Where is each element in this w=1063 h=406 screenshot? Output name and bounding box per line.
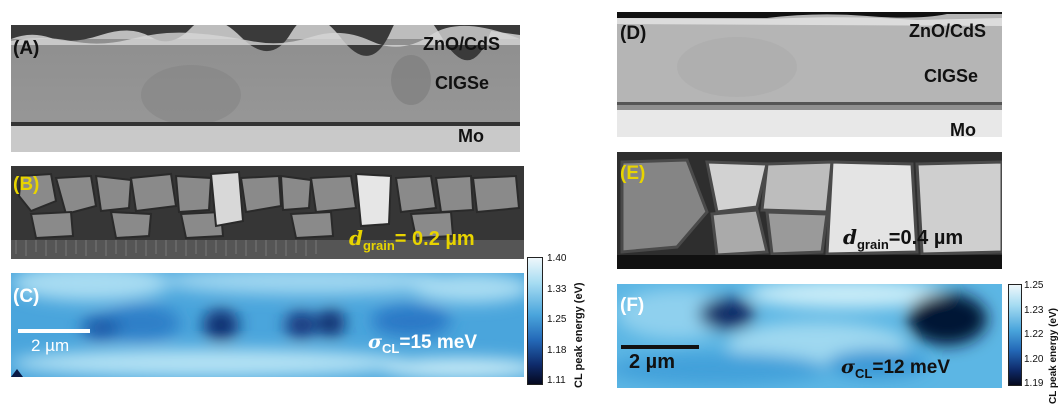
scale-bar-f-label: 2 µm: [629, 351, 675, 373]
layer-label-zno-cds: ZnO/CdS: [423, 34, 500, 54]
colorbar-left-title: CL peak energy (eV): [573, 282, 585, 388]
colorbar-right-title: CL peak energy (eV): [1048, 308, 1059, 404]
panel-b-label: (B): [13, 174, 40, 195]
panel-a-sem-cross-section: (A) ZnO/CdS CIGSe Mo: [11, 25, 520, 152]
layer-label-cigse: CIGSe: [924, 66, 979, 86]
panel-d-image: [617, 12, 1002, 137]
sigma-value: =15 meV: [399, 332, 478, 353]
panel-e-image: [617, 152, 1002, 269]
colorbar-right-tick-1: 1.25: [1024, 280, 1044, 291]
panel-b-image: [11, 166, 524, 259]
panel-c-label: (C): [13, 286, 40, 307]
colorbar-left-tick-1: 1.40: [547, 253, 567, 264]
layer-label-mo: Mo: [458, 126, 484, 146]
panel-b-grain-image: (B) dgrain= 0.2 µm: [11, 166, 524, 259]
sigma-value: =12 meV: [872, 357, 951, 378]
sigma-subscript: CL: [855, 365, 873, 381]
scale-bar-c: [18, 329, 90, 333]
panel-d-label: (D): [620, 23, 647, 44]
panel-a-image: [11, 25, 520, 152]
sigma-symbol: σ: [841, 356, 856, 378]
sigma-symbol: σ: [368, 331, 383, 353]
panel-f-image: [617, 284, 1002, 388]
colorbar-left-tick-3: 1.25: [547, 314, 567, 325]
colorbar-left: [527, 257, 543, 385]
grain-size-symbol: d: [843, 225, 857, 249]
panel-c-image: [11, 273, 524, 377]
layer-label-zno-cds: ZnO/CdS: [909, 21, 986, 41]
panel-f-cl-map: (F) 2 µm σCL=12 meV: [617, 284, 1002, 388]
grain-size-subscript: grain: [362, 238, 395, 253]
grain-size-subscript: grain: [856, 237, 889, 252]
scale-bar-f: [621, 345, 699, 349]
layer-label-mo: Mo: [950, 120, 976, 137]
panel-d-sem-cross-section: (D) ZnO/CdS CIGSe Mo: [617, 12, 1002, 137]
grain-size-annotation-e: dgrain=0.4 µm: [843, 225, 963, 252]
colorbar-right-tick-2: 1.23: [1024, 305, 1044, 316]
colorbar-right-tick-4: 1.20: [1024, 354, 1044, 365]
panel-e-grain-image: (E) dgrain=0.4 µm: [617, 152, 1002, 269]
panel-a-label: (A): [13, 38, 40, 59]
colorbar-left-tick-4: 1.18: [547, 345, 567, 356]
panel-f-label: (F): [620, 295, 645, 316]
colorbar-right-tick-3: 1.22: [1024, 329, 1044, 340]
sigma-subscript: CL: [382, 340, 400, 356]
panel-e-label: (E): [620, 163, 646, 184]
sigma-cl-annotation-f: σCL=12 meV: [841, 356, 950, 381]
colorbar-right-tick-5: 1.19: [1024, 378, 1044, 389]
grain-size-value: =0.4 µm: [888, 227, 964, 249]
colorbar-left-tick-2: 1.33: [547, 284, 567, 295]
colorbar-left-tick-5: 1.11: [547, 375, 566, 386]
scale-bar-c-label: 2 µm: [31, 336, 70, 355]
grain-size-value: = 0.2 µm: [394, 228, 475, 250]
layer-label-cigse: CIGSe: [435, 73, 490, 93]
grain-size-symbol: d: [349, 226, 363, 250]
colorbar-right: [1008, 284, 1022, 386]
grain-size-annotation-b: dgrain= 0.2 µm: [349, 226, 475, 253]
panel-c-cl-map: (C) 2 µm σCL=15 meV: [11, 273, 524, 377]
sigma-cl-annotation-c: σCL=15 meV: [368, 331, 477, 356]
